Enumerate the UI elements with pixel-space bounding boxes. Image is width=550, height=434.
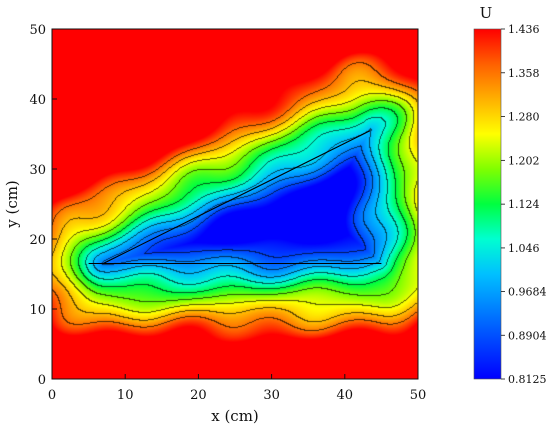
annotation-line-2 [102,130,371,264]
colorbar-tick-label: 1.124 [508,198,540,211]
colorbar-tick-label: 0.8904 [508,329,547,342]
plot-frame [51,28,419,380]
colorbar-tick-label: 1.280 [508,111,540,124]
colorbar-tick-label: 1.202 [508,154,540,167]
colorbar-ticks: 1.436 1.358 1.280 1.202 1.124 1.046 0.9684 0.89… [501,23,547,386]
plot-area: 0 10 20 30 40 50 0 10 20 30 40 50 x (cm) y (cm) [3,23,426,425]
colorbar-tick-label: 0.9684 [508,285,547,298]
y-axis: 0 10 20 30 40 50 [29,23,57,388]
y-tick-label: 50 [29,23,46,38]
colorbar-gradient [473,28,502,380]
x-tick-label: 20 [190,388,207,403]
heatmap-canvas [52,29,418,379]
x-axis-title: x (cm) [211,407,259,425]
x-tick-label: 0 [48,388,56,403]
x-tick-label: 50 [410,388,427,403]
x-tick-label: 30 [263,388,280,403]
colorbar: U 1.436 1.358 1.280 1.202 1.124 1.046 0.9684 0.… [473,4,547,386]
y-tick-label: 0 [38,373,46,388]
colorbar-tick-label: 1.436 [508,23,540,36]
x-tick-label: 40 [337,388,354,403]
x-tick-label: 10 [117,388,134,403]
y-tick-label: 20 [29,233,46,248]
y-tick-label: 30 [29,163,46,178]
x-axis: 0 10 20 30 40 50 [48,374,426,403]
colorbar-title: U [480,4,493,22]
y-axis-title: y (cm) [3,180,21,229]
y-tick-label: 10 [29,303,46,318]
colorbar-tick-label: 1.046 [508,242,540,255]
colorbar-tick-label: 1.358 [508,67,540,80]
colorbar-tick-label: 0.8125 [508,373,547,386]
y-tick-label: 40 [29,93,46,108]
annotation-lines [88,130,382,265]
